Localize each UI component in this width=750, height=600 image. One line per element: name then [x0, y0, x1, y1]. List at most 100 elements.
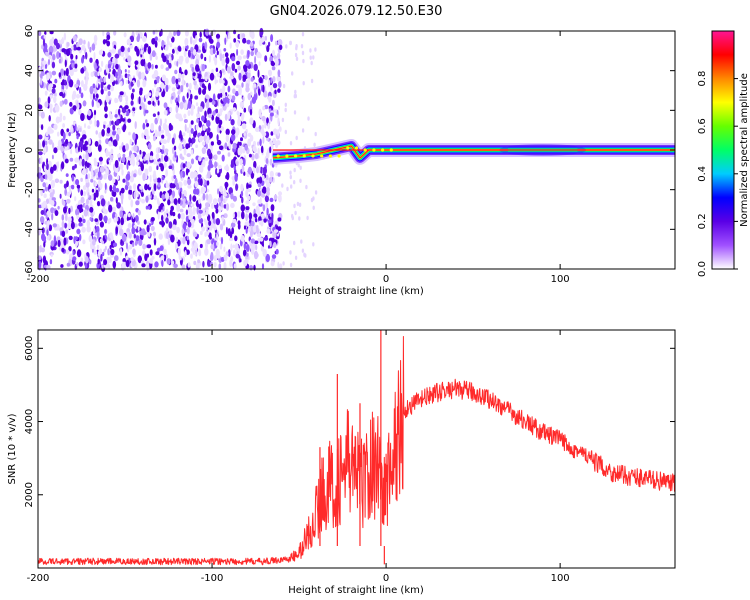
spectrogram-cell	[165, 84, 169, 93]
spectrogram-cell	[235, 60, 241, 66]
colorbar-tick-label: 0.8	[697, 71, 708, 87]
spectrogram-cell	[230, 222, 236, 228]
spectrogram-cell	[258, 210, 261, 217]
spectrogram-cell	[213, 262, 217, 268]
spectrogram-cell	[216, 168, 219, 174]
spectrogram-cell	[270, 204, 275, 212]
spectrogram-cell	[208, 98, 213, 103]
spectrogram-cell	[305, 184, 308, 190]
spectrogram-cell	[65, 249, 70, 255]
spectrogram-cell	[125, 242, 129, 250]
spectrogram-cell	[245, 244, 250, 252]
spectrogram-cell	[222, 93, 226, 99]
spectrogram-cell	[186, 226, 190, 235]
spectrogram-cell	[258, 176, 263, 184]
spectrogram-cell	[285, 44, 288, 49]
spectrogram-cell	[59, 100, 63, 107]
spectrogram-cell	[78, 38, 83, 46]
spectrogram-cell	[95, 93, 99, 99]
spectrogram-cell	[258, 61, 261, 66]
snr-x-tick-label: 100	[551, 573, 570, 584]
spectrogram-cell	[232, 142, 237, 150]
spectrogram-cell	[135, 215, 139, 223]
spectrogram-cell	[192, 72, 196, 77]
spectrogram-cell	[199, 178, 203, 187]
spectrogram-cell	[182, 236, 186, 245]
spectrogram-cell	[50, 200, 55, 206]
spectrogram-cell	[234, 68, 238, 73]
spectrogram-cell	[175, 236, 179, 243]
spectrogram-cell	[145, 119, 148, 124]
spectrogram-cell	[158, 233, 163, 240]
spectrogram-cell	[174, 69, 178, 75]
spectrogram-cell	[277, 128, 280, 137]
spectrogram-cell	[234, 211, 238, 219]
spectrogram-cell	[238, 86, 242, 96]
spectrogram-cell	[132, 88, 135, 93]
spectrogram-cell	[44, 174, 48, 180]
spectrogram-cell	[261, 131, 267, 137]
spectrogram-signal-dot	[354, 146, 359, 150]
spectrogram-cell	[72, 250, 75, 256]
spectrogram-cell	[132, 242, 135, 248]
spectrogram-signal-dot	[381, 148, 385, 152]
spectrogram-cell	[258, 77, 263, 84]
spectrogram-cell	[277, 69, 281, 77]
spectrogram-cell	[175, 113, 180, 119]
spectrogram-cell	[115, 197, 118, 204]
spectrogram-cell	[192, 231, 198, 238]
spectrogram-cell	[278, 194, 282, 203]
spectrogram-cell	[93, 52, 96, 60]
spectrogram-y-tick-label: 20	[24, 104, 35, 117]
spectrogram-cell	[67, 221, 72, 230]
spectrogram-cell	[141, 132, 145, 139]
spectrogram-cell	[217, 207, 222, 213]
spectrogram-cell	[309, 48, 312, 53]
spectrogram-cell	[194, 180, 199, 188]
spectrogram-cell	[67, 216, 72, 223]
spectrogram-cell	[86, 198, 89, 206]
spectrogram-cell	[227, 111, 231, 120]
spectrogram-cell	[261, 36, 266, 42]
snr-x-tick-label: -100	[201, 573, 224, 584]
spectrogram-cell	[172, 224, 177, 231]
spectrogram-cell	[184, 37, 189, 47]
spectrogram-cell	[84, 262, 88, 270]
spectrogram-cell	[157, 111, 160, 116]
spectrogram-cell	[87, 41, 90, 50]
spectrogram-cell	[187, 178, 192, 185]
spectrogram-cell	[98, 131, 102, 139]
spectrogram-cell	[121, 197, 124, 205]
spectrogram-cell	[114, 98, 119, 103]
spectrogram-cell	[107, 63, 111, 69]
spectrogram-cell	[175, 105, 179, 114]
spectrogram-cell	[90, 167, 93, 176]
spectrogram-cell	[98, 139, 102, 145]
spectrogram-cell	[78, 86, 82, 95]
spectrogram-cell	[289, 141, 293, 146]
spectrogram-cell	[273, 194, 278, 200]
spectrogram-cell	[61, 220, 65, 229]
spectrogram-cell	[39, 244, 42, 253]
spectrogram-cell	[216, 134, 219, 142]
spectrogram-cell	[122, 153, 126, 158]
spectrogram-cell	[254, 55, 257, 64]
spectrogram-signal-dot	[389, 148, 393, 152]
spectrogram-cell	[268, 237, 274, 242]
spectrogram-cell	[293, 110, 297, 115]
spectrogram-cell	[190, 120, 194, 125]
spectrogram-cell	[225, 57, 230, 65]
spectrogram-cell	[51, 213, 54, 221]
spectrogram-cells	[36, 27, 318, 273]
spectrogram-cell	[237, 112, 241, 117]
spectrogram-cell	[171, 260, 175, 265]
spectrogram-cell	[151, 38, 156, 45]
spectrogram-cell	[60, 161, 65, 170]
spectrogram-cell	[266, 207, 269, 216]
spectrogram-cell	[128, 189, 133, 196]
spectrogram-cell	[206, 120, 211, 128]
spectrogram-cell	[240, 190, 244, 197]
spectrogram-cell	[103, 209, 108, 215]
spectrogram-cell	[190, 149, 194, 155]
spectrogram-cell	[137, 255, 142, 264]
